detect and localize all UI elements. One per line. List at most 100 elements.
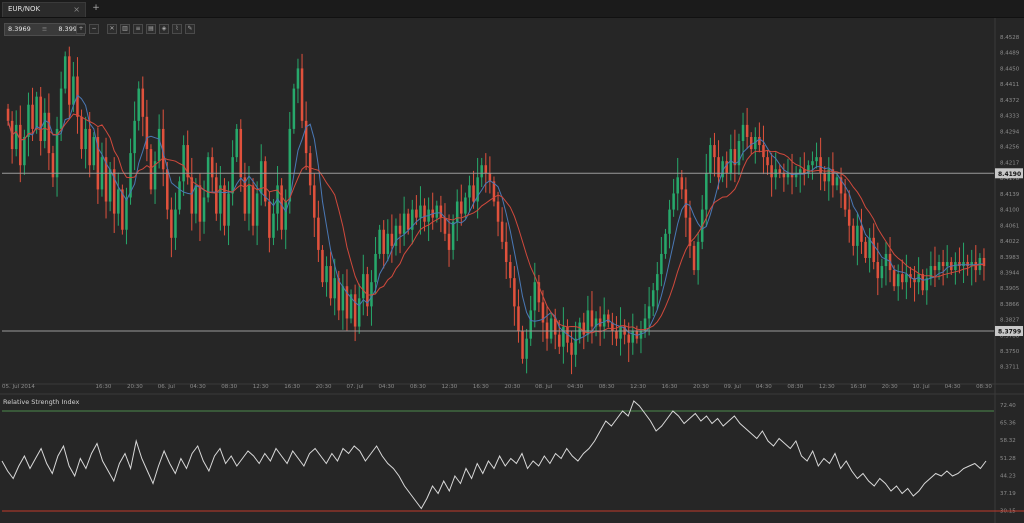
candle-body (656, 274, 659, 291)
candle-body (913, 278, 916, 283)
candle-body (137, 88, 140, 121)
candle-body (398, 225, 402, 234)
candle-body (790, 173, 794, 178)
candle-body (198, 185, 202, 222)
candle-body (31, 104, 34, 129)
candle-body (533, 282, 537, 311)
candle-body (856, 225, 859, 246)
candle-body (717, 157, 720, 178)
zoom-out-icon[interactable]: − (89, 24, 99, 34)
candle-body (321, 249, 324, 283)
ma-fast-line (7, 94, 984, 342)
candle-body (892, 270, 896, 287)
candle-body (47, 112, 51, 154)
candle-body (84, 128, 87, 150)
y-tick-label: 8.4333 (1000, 114, 1020, 120)
candle-body (402, 213, 406, 234)
candle-body (112, 169, 116, 214)
rsi-tick-label: 51.28 (1000, 456, 1016, 462)
candle-body (929, 266, 933, 279)
candle-body (247, 185, 251, 214)
candle-body (370, 282, 373, 307)
candle-body (443, 217, 447, 234)
candle-body (635, 330, 639, 339)
x-tick-label: 16:30 (473, 384, 489, 390)
candle-body (713, 145, 716, 158)
y-tick-label: 8.4372 (1000, 98, 1019, 104)
candle-body (157, 128, 161, 162)
candle-body (745, 124, 749, 137)
candle-body (537, 282, 541, 303)
crosshair-icon[interactable]: ✕ (107, 24, 117, 34)
candle-body (958, 262, 961, 267)
candle-body (182, 145, 185, 182)
add-tab-icon[interactable]: + (92, 3, 100, 13)
candle-body (296, 68, 300, 89)
candle-body (133, 120, 136, 154)
candle-body (341, 286, 345, 311)
y-tick-label: 8.4528 (1000, 35, 1020, 41)
zoom-in-icon[interactable]: + (76, 24, 86, 34)
candle-body (161, 128, 165, 170)
x-tick-label: 20:30 (316, 384, 332, 390)
candle-body (166, 169, 169, 210)
candle-body (88, 128, 91, 166)
candle-body (170, 209, 173, 238)
candle-body (333, 278, 336, 299)
indicators-icon[interactable]: ⌇ (172, 24, 182, 34)
candle-body (513, 278, 516, 307)
y-tick-label: 8.4489 (1000, 51, 1020, 57)
layers-icon[interactable]: ◈ (159, 24, 169, 34)
candle-body (455, 201, 459, 222)
x-tick-label: 04:30 (945, 384, 961, 390)
candle-body (562, 326, 565, 347)
candle-body (794, 173, 798, 178)
candle-body (141, 88, 145, 117)
candle-body (925, 278, 929, 291)
candle-body (419, 205, 422, 218)
ask-price: 8.3998 (58, 25, 82, 33)
candle-body (819, 157, 822, 174)
candle-body (357, 298, 361, 327)
candle-body (852, 225, 855, 246)
y-tick-label: 8.4100 (1000, 208, 1020, 214)
bars-icon[interactable]: ≡ (133, 24, 143, 34)
y-tick-label: 8.4256 (1000, 145, 1020, 151)
candle-body (251, 185, 255, 226)
candle-body (941, 262, 945, 267)
templates-icon[interactable]: ▤ (146, 24, 156, 34)
x-tick-label: 04:30 (190, 384, 206, 390)
x-tick-label: 12:30 (819, 384, 835, 390)
draw-icon[interactable]: ✎ (185, 24, 195, 34)
x-tick-label: 06. Jul (158, 384, 176, 390)
candle-body (406, 213, 410, 230)
x-tick-label: 10. Jul (913, 384, 931, 390)
y-tick-label: 8.4411 (1000, 82, 1019, 88)
candle-body (243, 177, 247, 214)
candle-body (639, 330, 643, 339)
candle-body (860, 225, 863, 242)
hline-label-bg (995, 325, 1023, 336)
candle-body (823, 173, 826, 182)
y-tick-label: 8.4139 (1000, 192, 1020, 198)
candle-body (108, 169, 112, 202)
candle-body (847, 209, 851, 226)
candle-body (6, 108, 10, 121)
y-tick-label: 8.4294 (1000, 129, 1020, 135)
candle-body (394, 225, 398, 246)
y-tick-label: 8.3788 (1000, 333, 1020, 339)
candle-body (206, 157, 210, 198)
candle-body (464, 197, 467, 214)
close-icon[interactable]: × (73, 5, 80, 14)
candle-body (705, 173, 708, 210)
candle-body (194, 185, 198, 214)
candle-body (504, 241, 508, 263)
tab-eurnok[interactable]: EUR/NOK × (2, 2, 86, 17)
candles-icon[interactable]: ▥ (120, 24, 130, 34)
candle-body (868, 237, 871, 258)
candle-body (525, 338, 528, 359)
candle-body (668, 209, 671, 234)
candle-body (325, 266, 328, 283)
candle-body (664, 233, 667, 254)
